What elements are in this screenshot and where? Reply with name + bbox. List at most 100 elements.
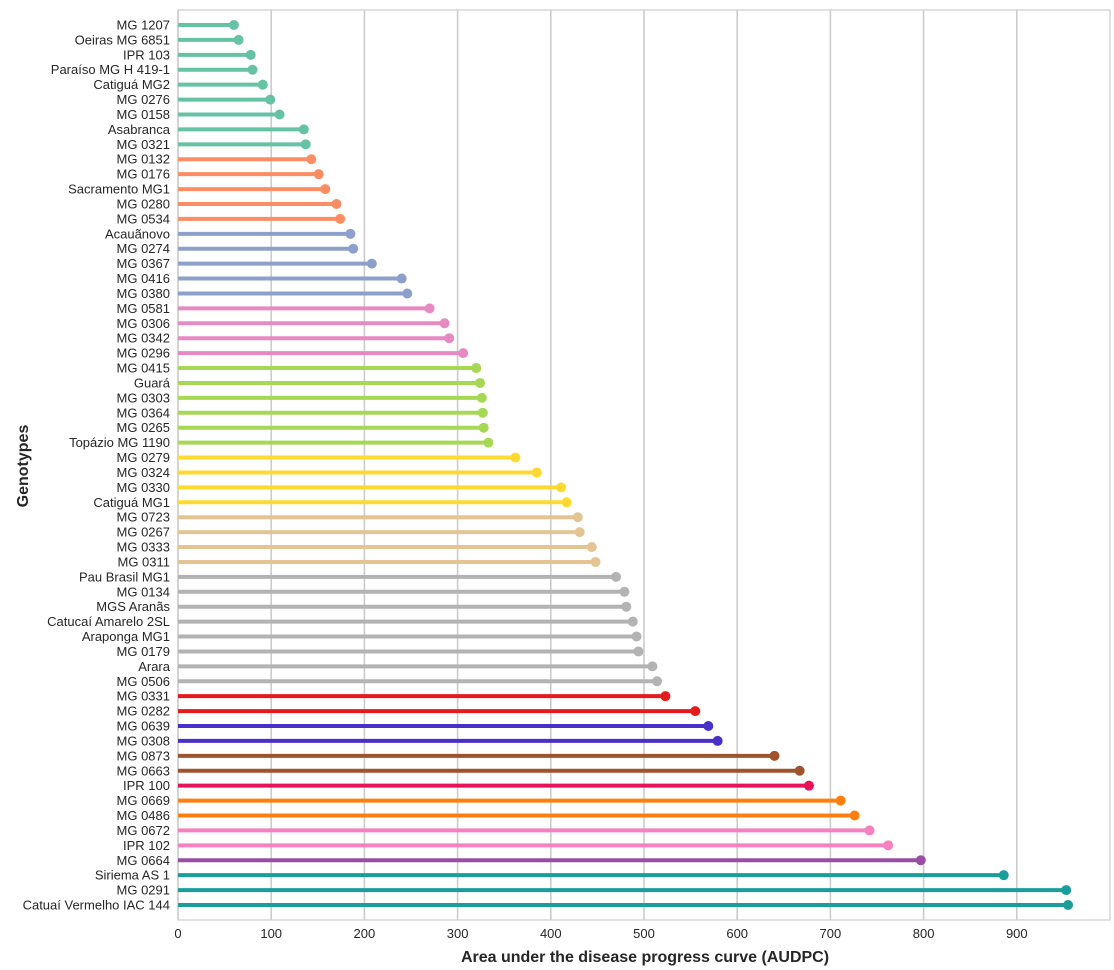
y-tick-label: MG 0639 [117, 719, 170, 734]
y-tick-label: MG 0330 [117, 480, 170, 495]
y-tick-label: Catuaí Vermelho IAC 144 [23, 898, 170, 913]
lollipop-point [298, 124, 309, 135]
y-tick-label: MG 0664 [117, 853, 170, 868]
y-tick-label: MG 0663 [117, 763, 170, 778]
lollipop-point [561, 497, 572, 508]
y-tick-label: MG 0367 [117, 256, 170, 271]
y-tick-label: MG 1207 [117, 18, 170, 33]
x-tick-label: 300 [447, 926, 469, 941]
lollipop-point [245, 49, 256, 60]
y-tick-label: Topázio MG 1190 [69, 435, 170, 450]
y-tick-label: MG 0331 [117, 689, 170, 704]
y-tick-label: Guará [134, 375, 171, 390]
y-tick-label: MG 0669 [117, 793, 170, 808]
y-tick-label: MG 0134 [117, 584, 170, 599]
y-tick-label: MG 0280 [117, 196, 170, 211]
lollipop-point [257, 79, 268, 90]
y-tick-label: Pau Brasil MG1 [79, 569, 170, 584]
lollipop-point [769, 750, 780, 761]
lollipop-point [574, 527, 585, 538]
y-tick-label: MG 0380 [117, 286, 170, 301]
y-tick-label: MGS Aranãs [96, 599, 170, 614]
y-tick-label: MG 0342 [117, 331, 170, 346]
y-tick-label: MG 0179 [117, 644, 170, 659]
y-tick-label: MG 0303 [117, 390, 170, 405]
x-axis-title: Area under the disease progress curve (A… [461, 949, 829, 966]
lollipop-point [883, 840, 894, 851]
plot-frame [177, 9, 1111, 921]
lollipop-point [611, 571, 622, 582]
lollipop-point [647, 661, 658, 672]
y-tick-label: MG 0176 [117, 167, 170, 182]
lollipop-point [331, 198, 342, 209]
lollipop-point [345, 228, 356, 239]
lollipop-point [660, 691, 671, 702]
lollipop-point [703, 721, 714, 732]
lollipop-point [590, 556, 601, 567]
x-tick-label: 0 [174, 926, 181, 941]
y-tick-label: MG 0279 [117, 450, 170, 465]
y-tick-label: Araponga MG1 [82, 629, 170, 644]
y-tick-label: Asabranca [108, 122, 171, 137]
lollipop-point [247, 64, 258, 75]
y-tick-label: MG 0506 [117, 674, 170, 689]
y-tick-label: MG 0364 [117, 405, 170, 420]
y-tick-label: Catiguá MG2 [93, 77, 170, 92]
lollipop-point [476, 392, 487, 403]
grid-lines [177, 10, 1018, 920]
lollipop-point [335, 213, 346, 224]
y-tick-label: MG 0873 [117, 748, 170, 763]
y-tick-label: MG 0265 [117, 420, 170, 435]
lollipop-point [690, 706, 701, 717]
lollipop-point [631, 631, 642, 642]
y-tick-label: MG 0132 [117, 152, 170, 167]
lollipop-point [633, 646, 644, 657]
y-tick-label: MG 0581 [117, 301, 170, 316]
x-tick-label: 700 [820, 926, 842, 941]
y-tick-label: MG 0486 [117, 808, 170, 823]
y-tick-label: MG 0276 [117, 92, 170, 107]
y-tick-label: IPR 102 [123, 838, 170, 853]
lollipop-point [478, 422, 489, 433]
lollipop-point [531, 467, 542, 478]
lollipop-point [835, 795, 846, 806]
y-tick-label: MG 0308 [117, 733, 170, 748]
lollipop-point [586, 542, 597, 553]
y-tick-label: MG 0291 [117, 883, 170, 898]
lollipop-point [300, 139, 311, 150]
y-tick-label: MG 0723 [117, 510, 170, 525]
lollipop-point [424, 303, 435, 314]
y-tick-label: IPR 100 [123, 778, 170, 793]
lollipop-point [572, 512, 583, 523]
lollipop-point [998, 870, 1009, 881]
lollipop-point [458, 348, 469, 359]
lollipop-point [402, 288, 413, 299]
lollipop-point [556, 482, 567, 493]
y-tick-label: MG 0306 [117, 316, 170, 331]
lollipop-point [444, 333, 455, 344]
lollipop-point [619, 586, 630, 597]
y-tick-label: Siriema AS 1 [95, 868, 170, 883]
lollipop-point [471, 363, 482, 374]
y-tick-label: Oeiras MG 6851 [75, 32, 170, 47]
y-tick-label: MG 0311 [117, 554, 170, 569]
x-tick-label: 100 [260, 926, 282, 941]
x-tick-label: 500 [633, 926, 655, 941]
lollipop-point [794, 765, 805, 776]
y-tick-label: MG 0324 [117, 465, 170, 480]
lollipop-point [627, 616, 638, 627]
x-tick-label: 900 [1006, 926, 1028, 941]
lollipop-marks [178, 20, 1074, 910]
lollipop-point [803, 780, 814, 791]
lollipop-point [510, 452, 521, 463]
lollipop-point [274, 109, 285, 120]
y-tick-label: MG 0274 [117, 241, 170, 256]
y-tick-label: MG 0321 [117, 137, 170, 152]
lollipop-point [320, 184, 331, 195]
lollipop-point [439, 318, 450, 329]
y-tick-label: MG 0158 [117, 107, 170, 122]
lollipop-point [915, 855, 926, 866]
y-tick-label: MG 0672 [117, 823, 170, 838]
